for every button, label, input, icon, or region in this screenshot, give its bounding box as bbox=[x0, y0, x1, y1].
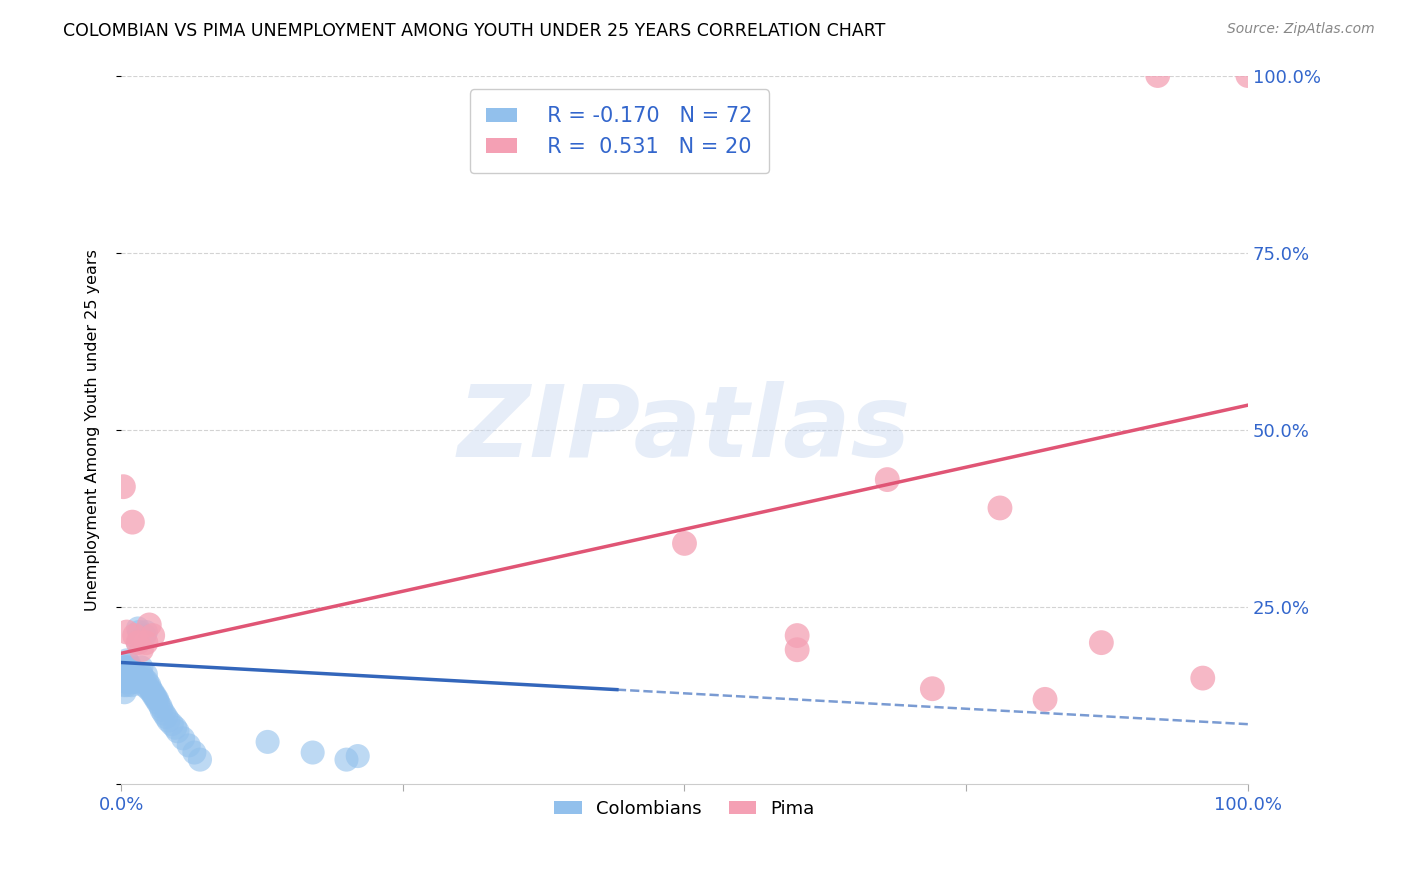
Point bbox=[121, 667, 143, 681]
Point bbox=[111, 667, 134, 681]
Point bbox=[138, 678, 160, 692]
Point bbox=[256, 735, 278, 749]
Point bbox=[115, 653, 138, 667]
Point bbox=[118, 657, 141, 671]
Point bbox=[136, 674, 159, 689]
Point bbox=[136, 681, 159, 696]
Text: COLOMBIAN VS PIMA UNEMPLOYMENT AMONG YOUTH UNDER 25 YEARS CORRELATION CHART: COLOMBIAN VS PIMA UNEMPLOYMENT AMONG YOU… bbox=[63, 22, 886, 40]
Point bbox=[142, 689, 165, 703]
Point bbox=[142, 629, 165, 643]
Point bbox=[155, 710, 177, 724]
Point bbox=[673, 536, 696, 550]
Point bbox=[120, 667, 142, 681]
Text: ZIPatlas: ZIPatlas bbox=[458, 382, 911, 478]
Point bbox=[132, 678, 155, 692]
Point bbox=[125, 674, 148, 689]
Point bbox=[115, 667, 138, 681]
Point bbox=[118, 671, 141, 685]
Point bbox=[120, 660, 142, 674]
Point bbox=[114, 674, 136, 689]
Point bbox=[120, 674, 142, 689]
Point bbox=[132, 671, 155, 685]
Point bbox=[131, 674, 153, 689]
Point bbox=[188, 753, 211, 767]
Point bbox=[112, 480, 135, 494]
Point bbox=[1033, 692, 1056, 706]
Point bbox=[1090, 635, 1112, 649]
Point bbox=[127, 622, 149, 636]
Point bbox=[146, 692, 169, 706]
Point bbox=[114, 667, 136, 681]
Point bbox=[115, 678, 138, 692]
Point bbox=[1146, 69, 1168, 83]
Point bbox=[120, 671, 142, 685]
Point bbox=[183, 746, 205, 760]
Point bbox=[122, 664, 145, 678]
Point bbox=[876, 473, 898, 487]
Point bbox=[150, 703, 173, 717]
Point bbox=[346, 749, 368, 764]
Point bbox=[131, 642, 153, 657]
Point bbox=[115, 660, 138, 674]
Point bbox=[117, 660, 139, 674]
Point bbox=[114, 660, 136, 674]
Point bbox=[117, 674, 139, 689]
Point bbox=[127, 635, 149, 649]
Point bbox=[786, 629, 808, 643]
Point bbox=[131, 660, 153, 674]
Point bbox=[112, 678, 135, 692]
Point bbox=[141, 685, 163, 699]
Point bbox=[124, 674, 146, 689]
Point bbox=[112, 664, 135, 678]
Point bbox=[145, 692, 167, 706]
Point bbox=[114, 685, 136, 699]
Point bbox=[114, 671, 136, 685]
Point bbox=[139, 681, 162, 696]
Point bbox=[786, 642, 808, 657]
Point bbox=[148, 696, 170, 710]
Point bbox=[149, 699, 172, 714]
Point bbox=[131, 667, 153, 681]
Text: Source: ZipAtlas.com: Source: ZipAtlas.com bbox=[1227, 22, 1375, 37]
Point bbox=[134, 629, 156, 643]
Point bbox=[921, 681, 943, 696]
Point bbox=[117, 667, 139, 681]
Point bbox=[988, 500, 1011, 515]
Point bbox=[301, 746, 323, 760]
Point bbox=[114, 660, 136, 674]
Point bbox=[124, 629, 146, 643]
Point bbox=[1237, 69, 1260, 83]
Y-axis label: Unemployment Among Youth under 25 years: Unemployment Among Youth under 25 years bbox=[86, 249, 100, 611]
Point bbox=[166, 724, 188, 739]
Point bbox=[125, 673, 148, 687]
Point bbox=[172, 731, 194, 746]
Point bbox=[121, 674, 143, 689]
Point bbox=[129, 671, 152, 685]
Point bbox=[177, 739, 200, 753]
Point bbox=[138, 618, 160, 632]
Point bbox=[165, 721, 187, 735]
Point bbox=[128, 625, 150, 640]
Point bbox=[135, 635, 157, 649]
Point bbox=[157, 714, 180, 728]
Point bbox=[1191, 671, 1213, 685]
Point bbox=[135, 667, 157, 681]
Point bbox=[142, 685, 165, 699]
Point bbox=[122, 671, 145, 685]
Point bbox=[153, 706, 176, 721]
Point bbox=[121, 515, 143, 529]
Point bbox=[118, 664, 141, 678]
Point bbox=[143, 689, 166, 703]
Point bbox=[127, 635, 149, 649]
Point bbox=[335, 753, 357, 767]
Point bbox=[120, 664, 142, 678]
Point bbox=[135, 625, 157, 640]
Point bbox=[115, 625, 138, 640]
Point bbox=[160, 717, 183, 731]
Point bbox=[124, 667, 146, 681]
Point bbox=[120, 678, 142, 692]
Legend: Colombians, Pima: Colombians, Pima bbox=[547, 793, 821, 825]
